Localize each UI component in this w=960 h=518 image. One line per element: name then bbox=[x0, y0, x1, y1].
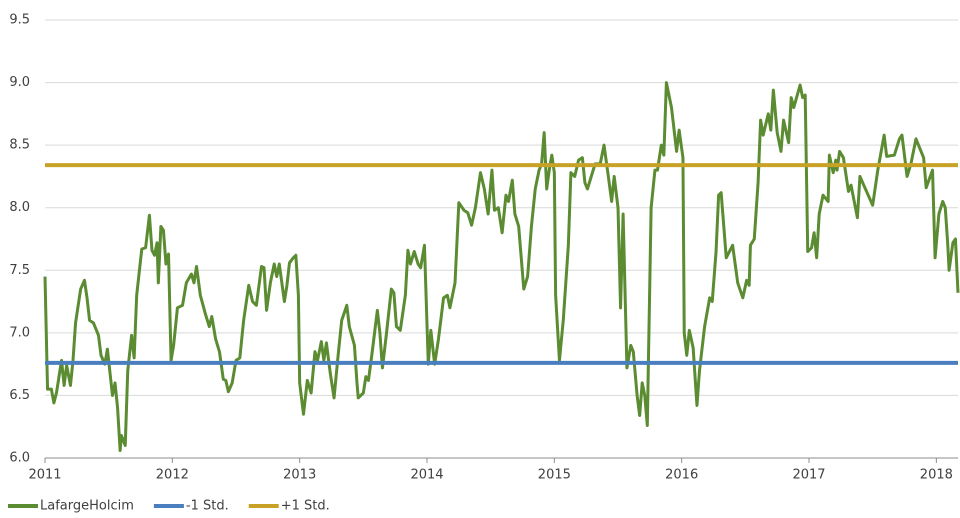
y-tick-label: 8.5 bbox=[9, 138, 30, 153]
legend-label: -1 Std. bbox=[186, 499, 229, 514]
y-tick-label: 9.0 bbox=[9, 75, 30, 90]
x-tick-label: 2012 bbox=[156, 468, 189, 483]
x-tick-label: 2013 bbox=[283, 468, 316, 483]
y-tick-label: 9.5 bbox=[9, 13, 30, 28]
x-tick-label: 2017 bbox=[792, 468, 825, 483]
legend-label: +1 Std. bbox=[281, 499, 330, 514]
legend-label: LafargeHolcim bbox=[40, 499, 134, 514]
x-tick-label: 2011 bbox=[28, 468, 61, 483]
series-line bbox=[43, 81, 960, 452]
x-tick-label: 2015 bbox=[538, 468, 571, 483]
y-tick-label: 7.5 bbox=[9, 263, 30, 278]
y-tick-label: 6.0 bbox=[9, 451, 30, 466]
x-tick-label: 2014 bbox=[410, 468, 443, 483]
x-tick-label: 2018 bbox=[920, 468, 953, 483]
y-tick-label: 6.5 bbox=[9, 388, 30, 403]
x-tick-label: 2016 bbox=[665, 468, 698, 483]
y-tick-label: 7.0 bbox=[9, 325, 30, 340]
y-tick-label: 8.0 bbox=[9, 200, 30, 215]
